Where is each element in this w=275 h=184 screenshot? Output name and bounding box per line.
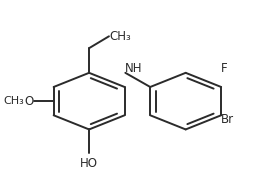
Text: CH₃: CH₃ <box>4 96 24 106</box>
Text: CH₃: CH₃ <box>109 30 131 43</box>
Text: F: F <box>221 62 228 75</box>
Text: O: O <box>24 95 34 108</box>
Text: HO: HO <box>80 157 98 170</box>
Text: Br: Br <box>221 113 234 126</box>
Text: NH: NH <box>125 62 143 75</box>
